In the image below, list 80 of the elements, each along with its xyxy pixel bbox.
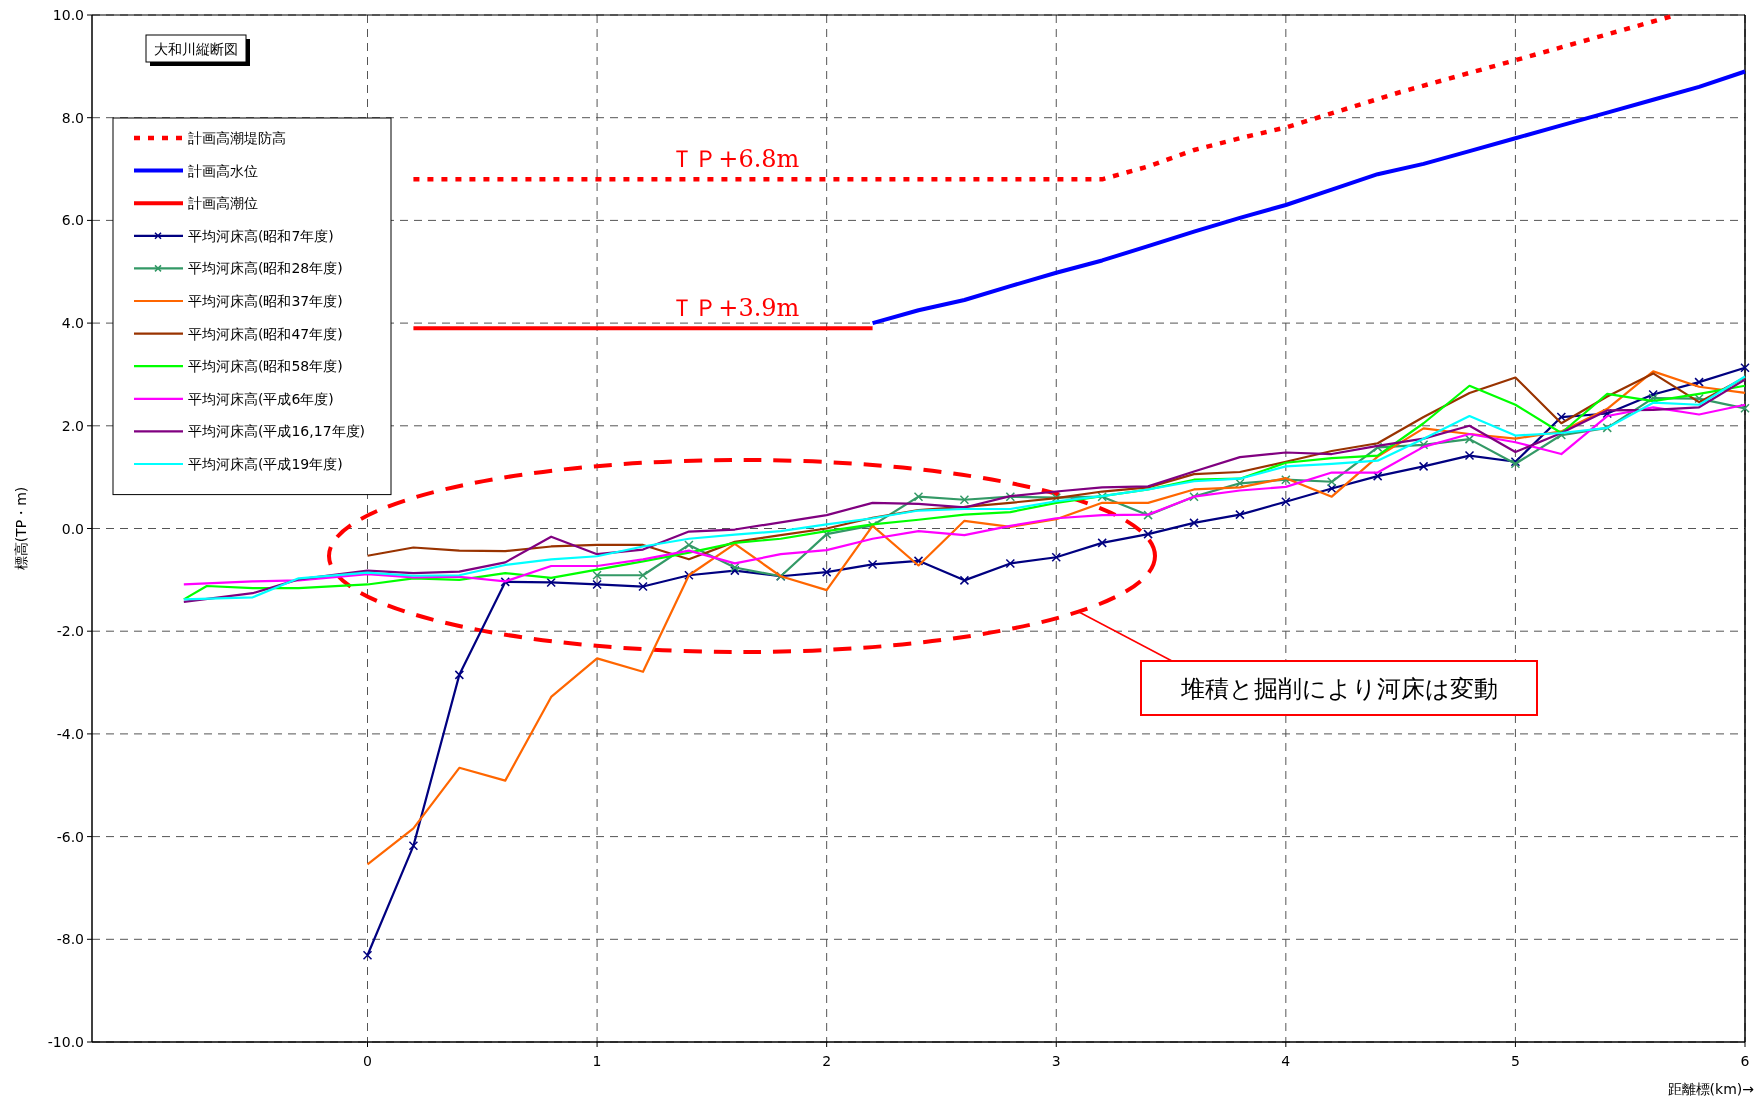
- point: [1327, 483, 1337, 494]
- point: [592, 579, 602, 590]
- point: [1235, 478, 1245, 489]
- point: [592, 570, 602, 580]
- legend-label: 平均河床高(昭和37年度): [188, 293, 343, 309]
- point: [1372, 471, 1383, 481]
- legend-label: 平均河床高(昭和58年度): [188, 358, 343, 375]
- x-tick-label: 1: [592, 1053, 602, 1069]
- point: [1051, 552, 1061, 563]
- y-tick-label: -10.0: [47, 1034, 84, 1050]
- annotation: 堆積と掘削により河床は変動: [1179, 675, 1498, 703]
- point: [959, 494, 970, 505]
- point: [1005, 558, 1016, 569]
- point: [1740, 363, 1750, 373]
- point: [638, 570, 648, 580]
- legend-label: 平均河床高(平成16,17年度): [188, 423, 366, 440]
- y-tick-label: -6.0: [56, 828, 84, 845]
- point: [1097, 491, 1107, 502]
- point: [1143, 529, 1153, 539]
- point: [546, 577, 556, 588]
- y-tick-label: 6.0: [61, 212, 84, 229]
- point: [1005, 491, 1016, 502]
- text: 大和川縦断図: [154, 41, 238, 57]
- point: [454, 670, 465, 680]
- point: [1327, 477, 1337, 487]
- point: [1418, 461, 1429, 472]
- x-tick-label: 2: [822, 1053, 832, 1069]
- point: [1418, 440, 1429, 450]
- y-tick-label: -8.0: [56, 931, 84, 948]
- y-tick-label: 2.0: [61, 417, 84, 434]
- point: [1602, 423, 1612, 433]
- annotation: ＴＰ+6.8m: [670, 145, 800, 174]
- line-series: [870, 69, 1747, 326]
- y-axis-title: 標高(TP・m): [13, 486, 29, 571]
- legend-label: 計画高潮堤防高: [188, 130, 286, 146]
- legend-label: 平均河床高(昭和28年度): [188, 260, 343, 277]
- point: [1097, 538, 1107, 548]
- y-tick-label: 4.0: [61, 315, 84, 332]
- x-tick-label: 0: [363, 1053, 372, 1069]
- point: [1189, 491, 1199, 502]
- point: [1235, 509, 1245, 520]
- point: [638, 581, 648, 592]
- point: [1189, 518, 1199, 528]
- point: [913, 556, 924, 566]
- point: [867, 559, 878, 570]
- point: [684, 540, 694, 550]
- y-tick-label: 0.0: [61, 520, 84, 537]
- annotation: ＴＰ+3.9m: [670, 294, 800, 323]
- point: [362, 950, 373, 960]
- line-series: [366, 370, 1747, 866]
- y-tick-label: -4.0: [56, 725, 84, 742]
- line-series: [366, 372, 1747, 561]
- legend-label: 平均河床高(昭和7年度): [188, 227, 334, 244]
- point: [408, 841, 419, 851]
- point: [821, 567, 832, 577]
- point: [1464, 434, 1475, 444]
- point: [500, 577, 510, 587]
- y-tick-label: 8.0: [61, 109, 84, 126]
- point: [1694, 377, 1704, 387]
- x-tick-label: 3: [1051, 1053, 1061, 1069]
- y-tick-label: 10.0: [52, 7, 84, 23]
- x-tick-label: 6: [1740, 1053, 1750, 1069]
- legend-label: 平均河床高(平成6年度): [188, 390, 334, 407]
- x-axis-title: 距離標(km)→: [1667, 1081, 1755, 1097]
- y-tick-label: -2.0: [56, 623, 84, 640]
- point: [1740, 403, 1750, 414]
- point: [821, 529, 832, 539]
- legend-label: 平均河床高(昭和47年度): [188, 325, 343, 342]
- legend-label: 計画高水位: [188, 162, 258, 179]
- x-tick-label: 4: [1281, 1053, 1291, 1069]
- point: [1556, 412, 1567, 422]
- point: [959, 575, 970, 586]
- point: [1143, 510, 1153, 520]
- point: [1281, 474, 1291, 485]
- legend-label: 計画高潮位: [188, 195, 258, 212]
- x-tick-label: 5: [1510, 1053, 1520, 1069]
- point: [913, 491, 924, 502]
- legend-label: 平均河床高(平成19年度): [188, 456, 343, 472]
- point: [1281, 497, 1291, 507]
- point: [1464, 450, 1475, 461]
